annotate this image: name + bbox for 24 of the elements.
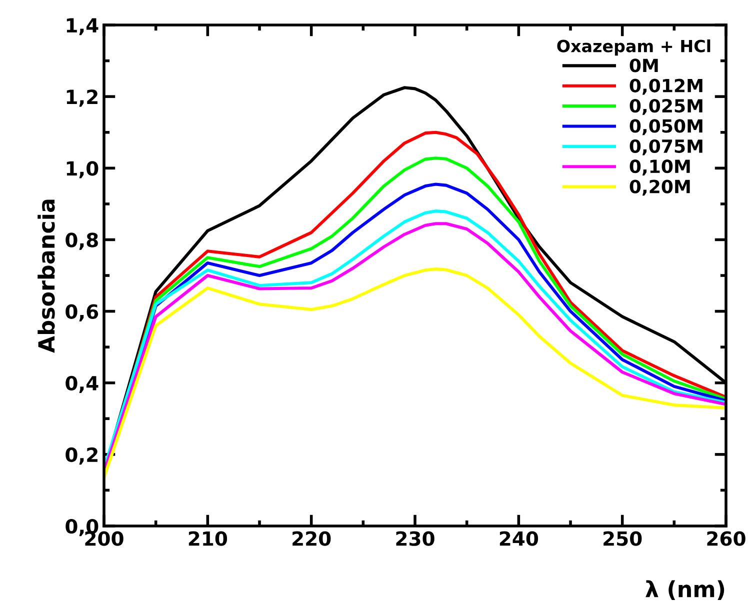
legend-label: 0,075M bbox=[630, 139, 702, 156]
x-tick-label: 240 bbox=[500, 531, 538, 546]
y-axis-title: Absorbancia bbox=[38, 200, 55, 353]
x-axis-title: λ (nm) bbox=[646, 580, 724, 600]
y-tick-label: 1,0 bbox=[66, 161, 98, 178]
y-tick-label: 0,6 bbox=[66, 304, 98, 322]
legend-label: 0M bbox=[630, 58, 658, 72]
legend-title: Oxazepam + HCl bbox=[557, 39, 710, 56]
x-tick-label: 260 bbox=[707, 531, 746, 546]
legend-label: 0,10M bbox=[630, 160, 690, 176]
legend-label: 0,20M bbox=[630, 180, 690, 196]
y-tick-label: 0,2 bbox=[66, 447, 98, 465]
x-tick-label: 220 bbox=[292, 531, 331, 546]
y-tick-label: 1,2 bbox=[66, 90, 98, 107]
x-tick-label: 210 bbox=[188, 531, 228, 546]
x-tick-label: 250 bbox=[604, 531, 642, 546]
legend-label: 0,012M bbox=[630, 78, 702, 95]
legend-label: 0,025M bbox=[630, 98, 702, 115]
x-tick-label: 230 bbox=[396, 531, 434, 546]
line-series bbox=[104, 268, 726, 480]
legend-label: 0,050M bbox=[630, 119, 702, 136]
y-tick-label: 0,4 bbox=[66, 376, 98, 394]
y-tick-label: 0,8 bbox=[66, 232, 98, 250]
y-tick-label: 1,4 bbox=[66, 18, 98, 36]
